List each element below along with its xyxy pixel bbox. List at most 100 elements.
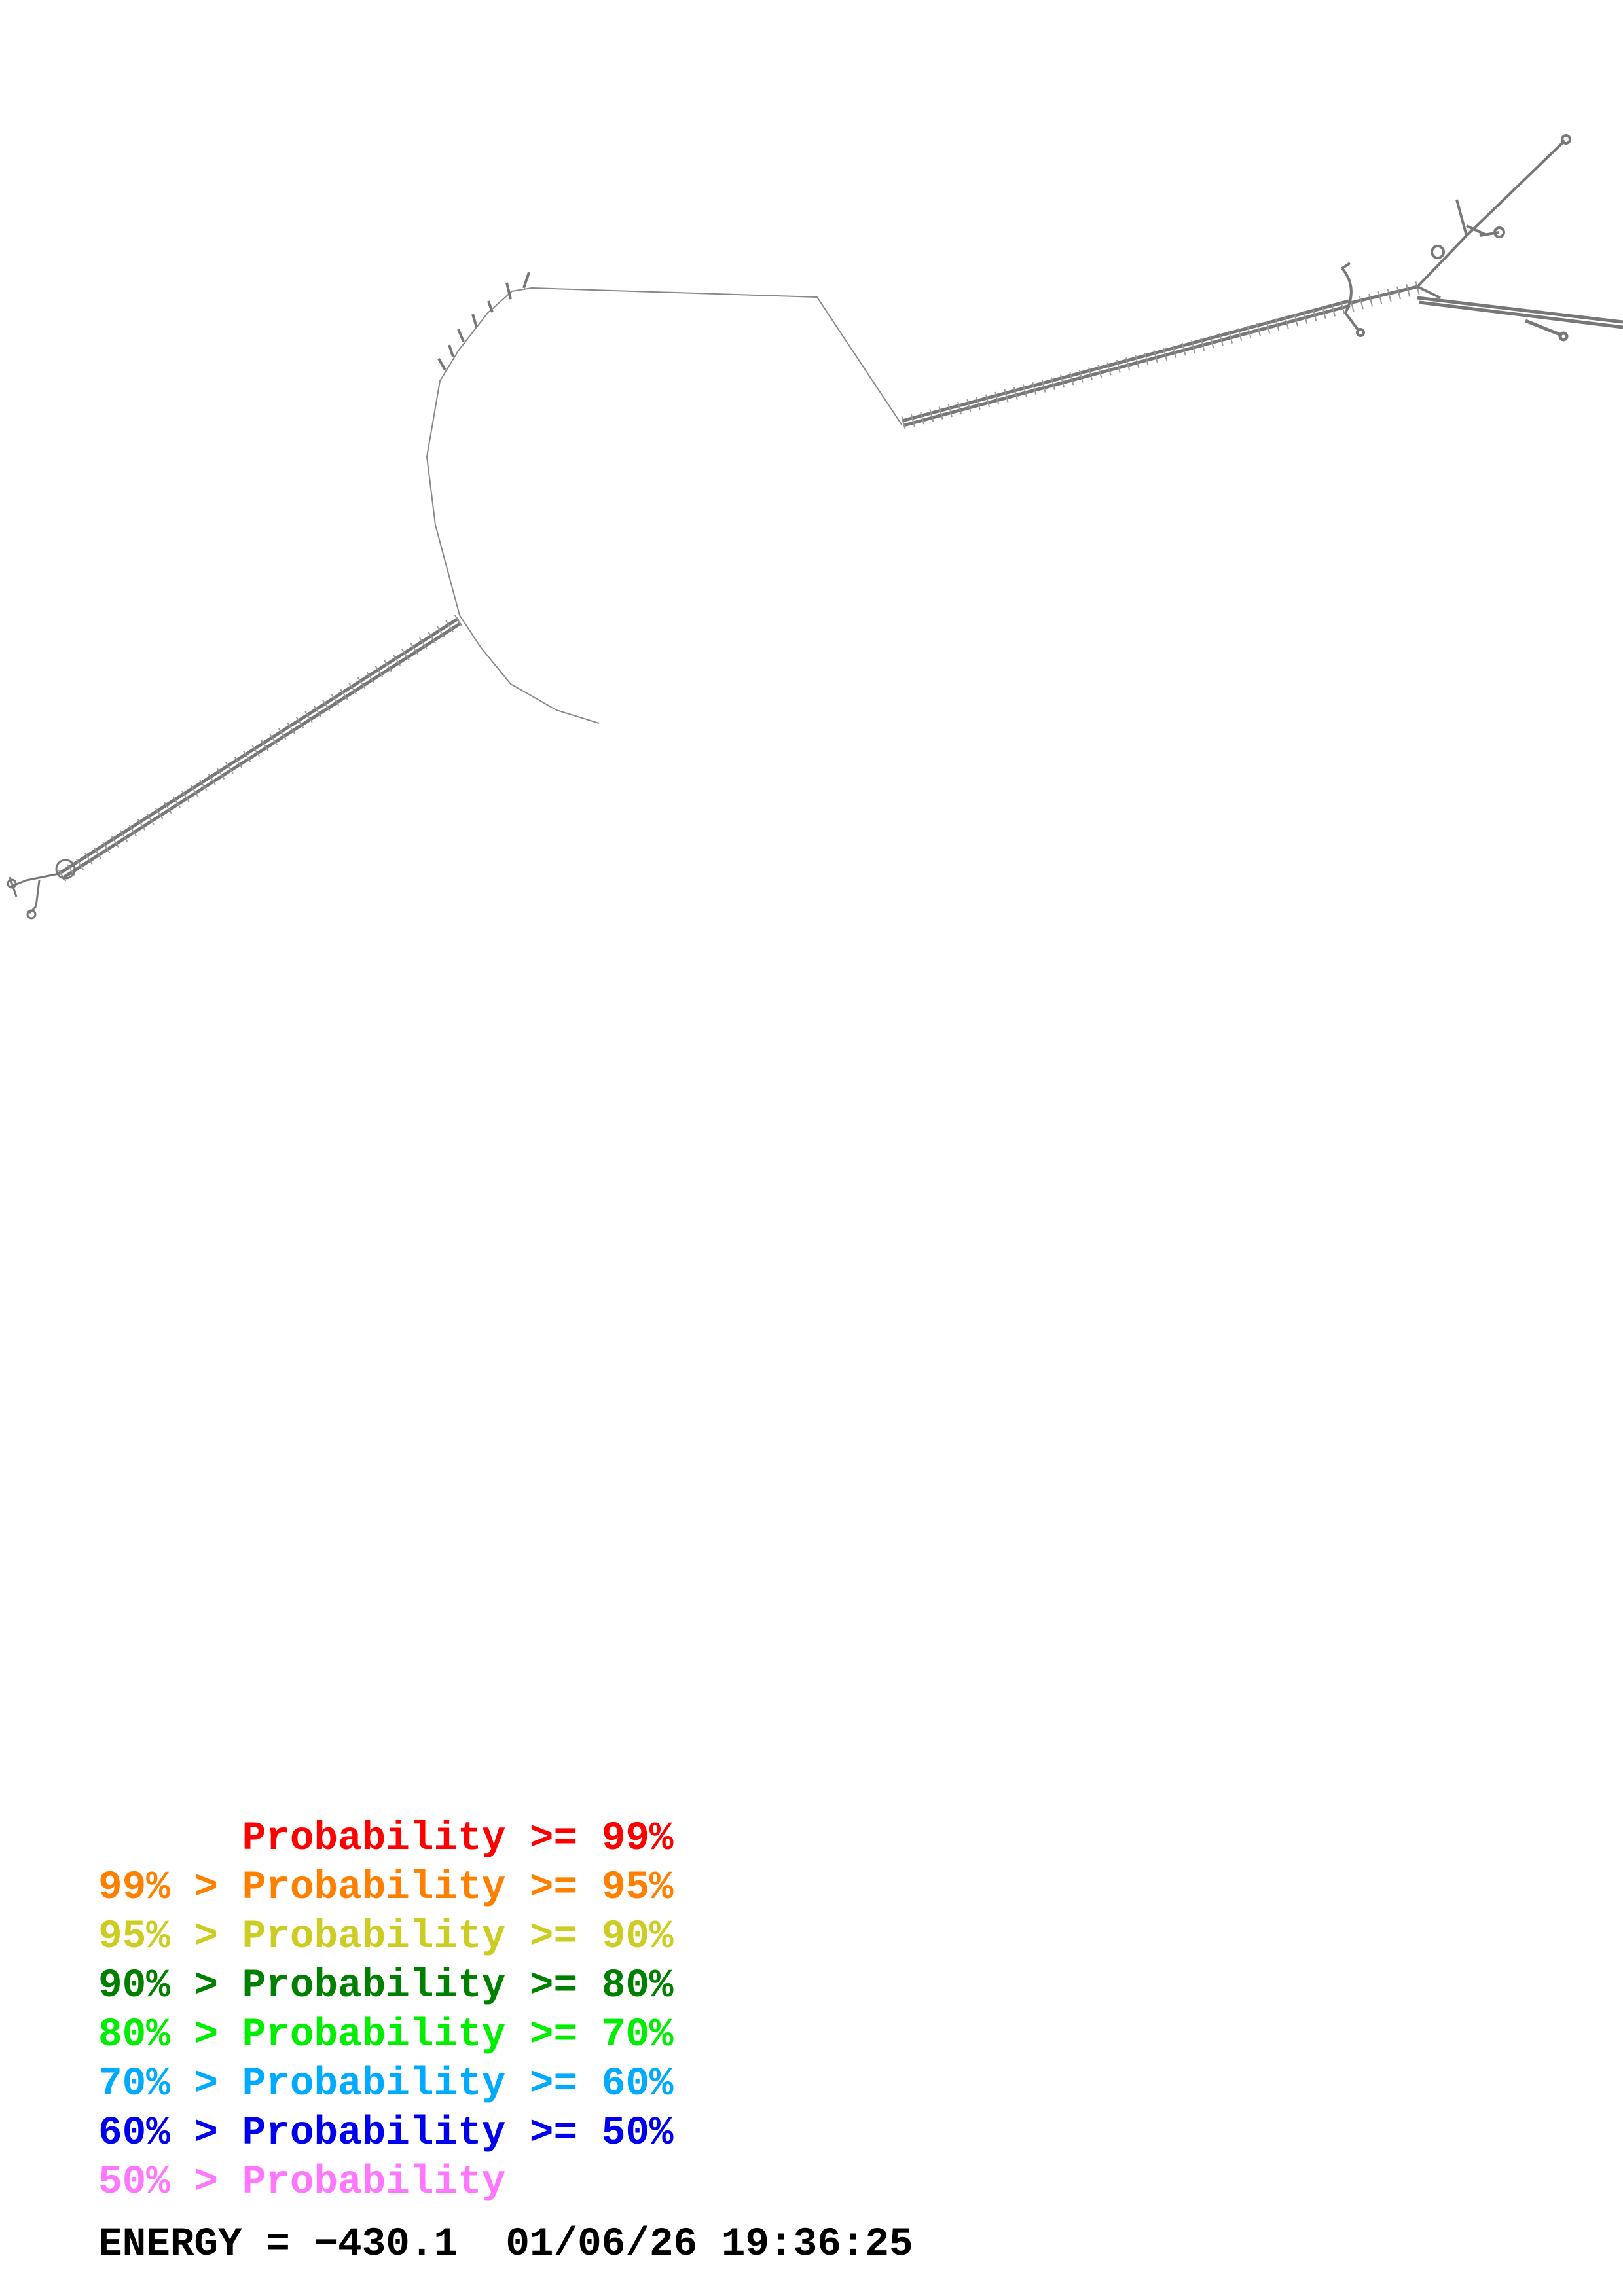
base-pair-tick — [331, 694, 340, 706]
base-pair-tick — [1144, 352, 1149, 366]
base-pair-tick — [1331, 303, 1336, 317]
base-pair-tick — [454, 615, 463, 626]
base-pair-tick — [436, 626, 445, 638]
base-pair-ticks-right — [901, 281, 1420, 429]
footer-info: ENERGY = −430.1 01/06/26 19:36:25 — [98, 2222, 913, 2267]
base-pair-tick — [304, 711, 313, 723]
base-pair-tick — [1069, 372, 1074, 386]
base-pair-tick — [1125, 357, 1131, 371]
base-pair-tick — [1368, 293, 1374, 307]
base-pair-tick — [190, 785, 198, 797]
base-pair-tick — [1303, 311, 1308, 324]
base-pair-tick — [418, 637, 428, 649]
base-pair-tick — [374, 666, 384, 677]
base-pair-tick — [1275, 318, 1280, 332]
base-pair-tick — [313, 705, 322, 717]
timestamp-label: 01/06/26 19:36:25 — [505, 2222, 913, 2267]
base-pair-tick — [1340, 301, 1345, 314]
base-pair-tick — [938, 406, 943, 420]
helix-right — [902, 285, 1418, 427]
base-pair-tick — [1023, 384, 1028, 398]
base-pair-tick — [216, 768, 225, 780]
legend-line: 50% > Probability — [98, 2160, 506, 2205]
base-pair-tick — [164, 802, 172, 814]
base-pair-tick — [1116, 359, 1121, 373]
base-pair-tick — [295, 717, 304, 728]
base-pair-tick — [1321, 306, 1326, 319]
base-pair-tick — [243, 751, 251, 762]
base-pair-tick — [155, 807, 164, 819]
base-pair-tick — [1359, 296, 1364, 310]
base-pair-tick — [1387, 289, 1392, 302]
base-pair-tick — [1004, 389, 1009, 403]
base-pair-tick — [84, 853, 93, 865]
base-pair-tick — [410, 643, 419, 655]
base-pair-tick — [401, 649, 410, 660]
base-pair-tick — [1163, 348, 1168, 361]
branch-upper-right — [1416, 134, 1571, 299]
base-pair-tick — [1256, 323, 1261, 336]
base-pair-tick — [1406, 283, 1411, 297]
base-pair-tick — [1228, 330, 1233, 344]
base-pair-tick — [111, 836, 119, 848]
base-pair-tick — [1153, 350, 1158, 363]
base-pair-tick — [251, 745, 261, 757]
base-pair-ticks-left — [58, 615, 463, 882]
base-pair-tick — [1181, 342, 1186, 356]
base-pair-tick — [1218, 332, 1224, 346]
branch-lower-junction — [1341, 262, 1365, 337]
base-pair-tick — [445, 620, 454, 632]
base-pair-tick — [985, 394, 990, 408]
legend-line: 95% > Probability >= 90% — [98, 1914, 674, 1960]
base-pair-tick — [322, 700, 331, 711]
base-pair-tick — [920, 411, 925, 425]
backbone-strand — [426, 287, 903, 724]
base-pair-tick — [1135, 355, 1140, 368]
base-pair-tick — [910, 414, 915, 427]
energy-label: ENERGY = −430.1 — [98, 2222, 458, 2267]
base-pair-tick — [1266, 321, 1271, 334]
base-pair-tick — [1078, 369, 1084, 383]
base-pair-tick — [269, 734, 278, 745]
base-pair-tick — [225, 762, 234, 774]
base-pair-tick — [119, 830, 128, 842]
base-pair-tick — [137, 819, 146, 831]
legend-line: 80% > Probability >= 70% — [98, 2013, 674, 2058]
base-pair-tick — [1200, 338, 1205, 351]
helix-left — [58, 617, 462, 880]
legend-line: 99% > Probability >= 95% — [98, 1865, 674, 1910]
base-pair-tick — [198, 779, 208, 791]
base-pair-tick — [994, 391, 1000, 405]
base-pair-tick — [1377, 291, 1383, 304]
base-pair-tick — [428, 632, 436, 643]
base-pair-tick — [128, 824, 137, 836]
base-pair-tick — [1190, 340, 1195, 353]
legend-line: 60% > Probability >= 50% — [98, 2111, 674, 2156]
base-pair-tick — [957, 401, 962, 415]
backbone-top-span — [531, 287, 903, 426]
base-pair-tick — [260, 739, 269, 751]
base-pair-tick — [392, 654, 401, 666]
base-pair-tick — [1396, 286, 1401, 300]
base-pair-tick — [901, 416, 906, 429]
probability-legend: Probability >= 99% 99% > Probability >= 9… — [98, 1814, 674, 2207]
backbone-tail — [459, 615, 600, 724]
legend-line: 90% > Probability >= 80% — [98, 1964, 674, 2009]
base-pair-tick — [366, 671, 374, 683]
base-pair-tick — [287, 722, 295, 734]
rna-secondary-structure-diagram — [7, 134, 1623, 920]
base-pair-tick — [966, 399, 972, 412]
base-pair-tick — [181, 790, 190, 802]
base-pair-tick — [348, 683, 357, 694]
legend-line: Probability >= 99% — [98, 1816, 674, 1861]
base-pair-tick — [947, 404, 953, 418]
legend-line: 70% > Probability >= 60% — [98, 2062, 674, 2107]
base-pair-tick — [1013, 387, 1018, 400]
backbone-left-arc — [426, 287, 532, 616]
base-pair-tick — [101, 841, 111, 853]
base-pair-tick — [357, 677, 366, 689]
base-pair-tick — [384, 660, 392, 672]
base-pair-tick — [1237, 328, 1243, 342]
base-pair-tick — [208, 773, 216, 785]
base-pair-tick — [339, 688, 348, 700]
